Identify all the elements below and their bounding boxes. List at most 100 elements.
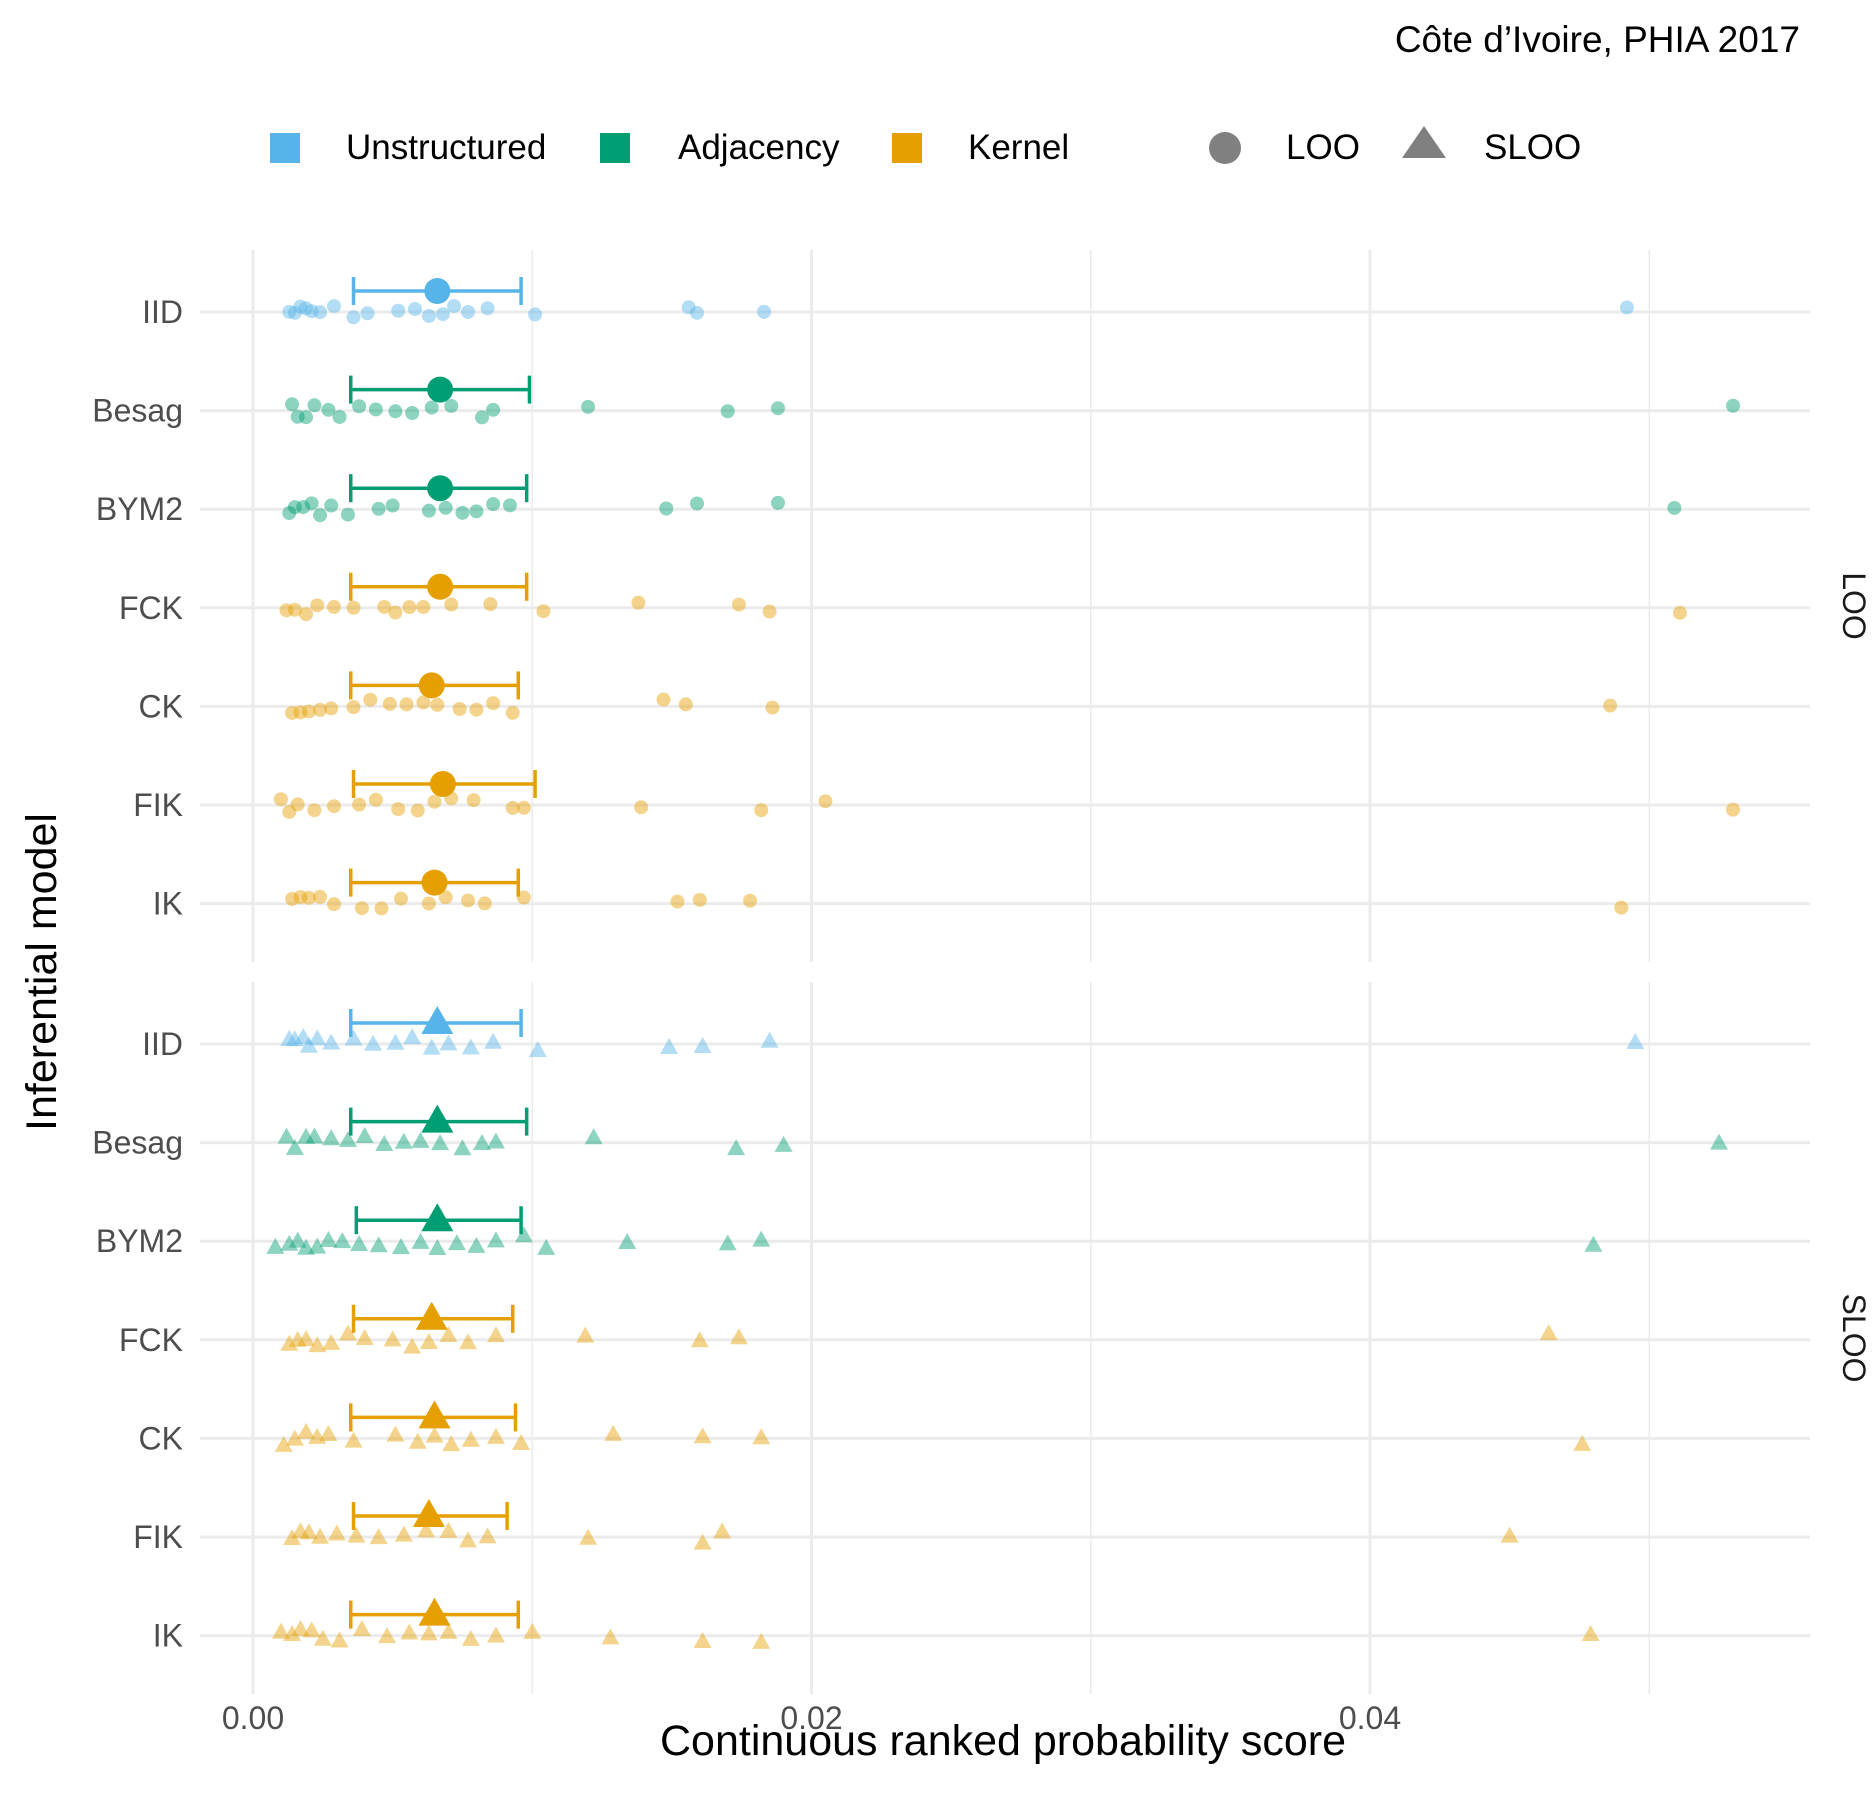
data-point xyxy=(287,305,302,320)
data-point xyxy=(326,799,341,814)
data-point xyxy=(321,402,336,417)
data-point xyxy=(344,1431,363,1448)
data-point xyxy=(287,602,302,617)
data-point xyxy=(439,1034,458,1051)
data-point xyxy=(427,794,442,809)
data-point xyxy=(301,704,316,719)
mean-point xyxy=(427,475,454,502)
data-point xyxy=(461,1430,480,1447)
data-point xyxy=(431,1134,450,1151)
mean-point xyxy=(418,1597,451,1626)
data-point xyxy=(752,1428,771,1445)
data-point xyxy=(282,804,297,819)
data-point xyxy=(388,404,403,419)
y-tick-label: Besag xyxy=(92,1125,183,1161)
data-point xyxy=(752,1632,771,1649)
data-point xyxy=(280,1334,299,1351)
data-point xyxy=(1619,300,1634,315)
data-point xyxy=(282,506,297,521)
data-point xyxy=(399,697,414,712)
data-point xyxy=(327,1524,346,1541)
data-point xyxy=(690,496,705,511)
data-point xyxy=(421,308,436,323)
data-point xyxy=(660,1038,679,1055)
data-point xyxy=(419,1333,438,1350)
legend-label-adjacency: Adjacency xyxy=(678,128,840,167)
data-point xyxy=(439,1325,458,1342)
data-point xyxy=(765,700,780,715)
strip-label-sloo: SLOO xyxy=(1836,1294,1872,1383)
legend-label-unstructured: Unstructured xyxy=(346,128,546,167)
data-point xyxy=(774,1135,793,1152)
data-point xyxy=(279,603,294,618)
y-tick-label: CK xyxy=(139,688,183,724)
data-point xyxy=(333,1232,352,1249)
data-point xyxy=(369,1528,388,1545)
data-point xyxy=(382,696,397,711)
data-point xyxy=(760,1031,779,1048)
data-point xyxy=(364,1034,383,1051)
data-point xyxy=(290,409,305,424)
data-point xyxy=(472,1133,491,1150)
chart-title: Côte d’Ivoire, PHIA 2017 xyxy=(1395,19,1800,60)
data-point xyxy=(313,1629,332,1646)
data-point xyxy=(713,1522,732,1539)
data-point xyxy=(770,495,785,510)
data-point xyxy=(1710,1133,1729,1150)
data-point xyxy=(727,1139,746,1156)
data-point xyxy=(693,1533,712,1550)
data-point xyxy=(403,1028,422,1045)
data-point xyxy=(354,901,369,916)
data-point xyxy=(581,399,596,414)
data-point xyxy=(757,304,772,319)
data-point xyxy=(474,410,489,425)
data-point xyxy=(505,800,520,815)
data-point xyxy=(299,1523,318,1540)
data-point xyxy=(576,1326,595,1343)
data-point xyxy=(416,599,431,614)
data-point xyxy=(310,598,325,613)
data-point xyxy=(304,304,319,319)
data-point xyxy=(477,896,492,911)
data-point xyxy=(340,507,355,522)
data-point xyxy=(299,1036,318,1053)
data-point xyxy=(407,301,422,316)
data-point xyxy=(288,1231,307,1248)
data-point xyxy=(308,1237,327,1254)
data-point xyxy=(1726,398,1741,413)
data-point xyxy=(447,299,462,314)
data-point xyxy=(313,305,328,320)
data-point xyxy=(297,1238,316,1255)
y-tick-label: FCK xyxy=(119,1322,183,1358)
data-point xyxy=(266,1237,285,1254)
data-point xyxy=(512,1434,531,1451)
data-point xyxy=(579,1528,598,1545)
data-point xyxy=(752,1230,771,1247)
legend-shape-sloo xyxy=(1402,126,1446,158)
data-point xyxy=(326,599,341,614)
data-point xyxy=(277,1127,296,1144)
data-point xyxy=(1500,1526,1519,1543)
data-point xyxy=(729,1328,748,1345)
data-point xyxy=(282,304,297,319)
data-point xyxy=(319,1231,338,1248)
data-point xyxy=(461,304,476,319)
data-point xyxy=(355,1328,374,1345)
data-point xyxy=(322,1033,341,1050)
data-point xyxy=(285,1429,304,1446)
data-point xyxy=(678,697,693,712)
data-point xyxy=(392,1238,411,1255)
data-point xyxy=(516,800,531,815)
data-point xyxy=(326,299,341,314)
data-point xyxy=(273,792,288,807)
data-point xyxy=(391,303,406,318)
data-point xyxy=(435,307,450,322)
data-point xyxy=(386,1033,405,1050)
data-point xyxy=(452,702,467,717)
data-point xyxy=(374,901,389,916)
data-point xyxy=(466,793,481,808)
data-point xyxy=(690,1331,709,1348)
data-point xyxy=(285,397,300,412)
data-point xyxy=(271,1622,290,1639)
data-point xyxy=(288,1330,307,1347)
